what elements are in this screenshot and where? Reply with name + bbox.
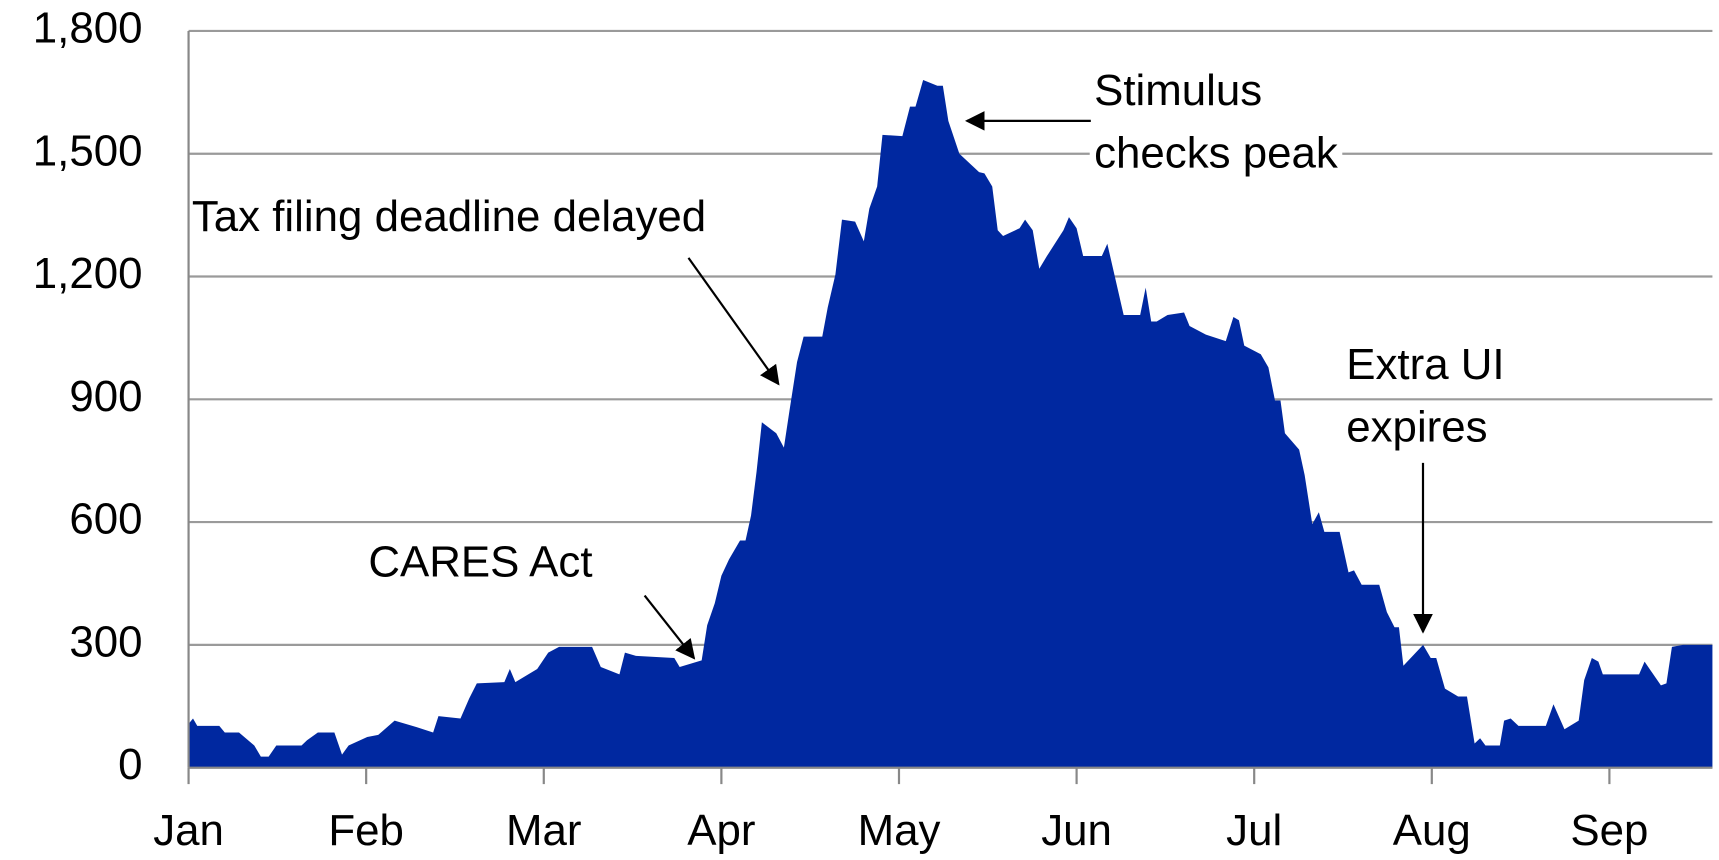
annotation-text: Extra UI	[1346, 340, 1504, 389]
y-tick-label: 1,200	[33, 249, 143, 298]
annotation-text: Stimulus	[1094, 66, 1262, 115]
annotation-text: expires	[1346, 403, 1487, 452]
annotation-text: CARES Act	[368, 537, 592, 586]
annotation-bg	[1089, 66, 1267, 116]
y-tick-label: 300	[69, 617, 142, 666]
x-tick-label: Apr	[687, 806, 755, 855]
y-tick-label: 1,500	[33, 126, 143, 175]
y-tick-label: 600	[69, 495, 142, 544]
annotation-bg	[1089, 128, 1343, 178]
x-tick-label: Jan	[153, 806, 224, 855]
x-tick-label: Mar	[506, 806, 582, 855]
annotation-arrow	[643, 594, 696, 660]
annotation-text: Tax filing deadline delayed	[192, 192, 706, 241]
y-tick-label: 0	[118, 740, 142, 789]
annotation-bg	[1341, 402, 1492, 452]
y-tick-label: 1,800	[33, 4, 143, 53]
x-tick-label: Aug	[1393, 806, 1471, 855]
x-tick-label: Feb	[328, 806, 404, 855]
area	[188, 80, 1713, 768]
x-tick-label: Sep	[1570, 806, 1648, 855]
annotation-arrow	[687, 257, 780, 386]
x-tick-label: Jun	[1041, 806, 1112, 855]
annotation-bg	[1341, 340, 1510, 390]
y-tick-label: 900	[69, 372, 142, 421]
annotation-text: checks peak	[1094, 129, 1338, 178]
x-tick-label: Jul	[1226, 806, 1282, 855]
x-tick-label: May	[858, 806, 941, 855]
